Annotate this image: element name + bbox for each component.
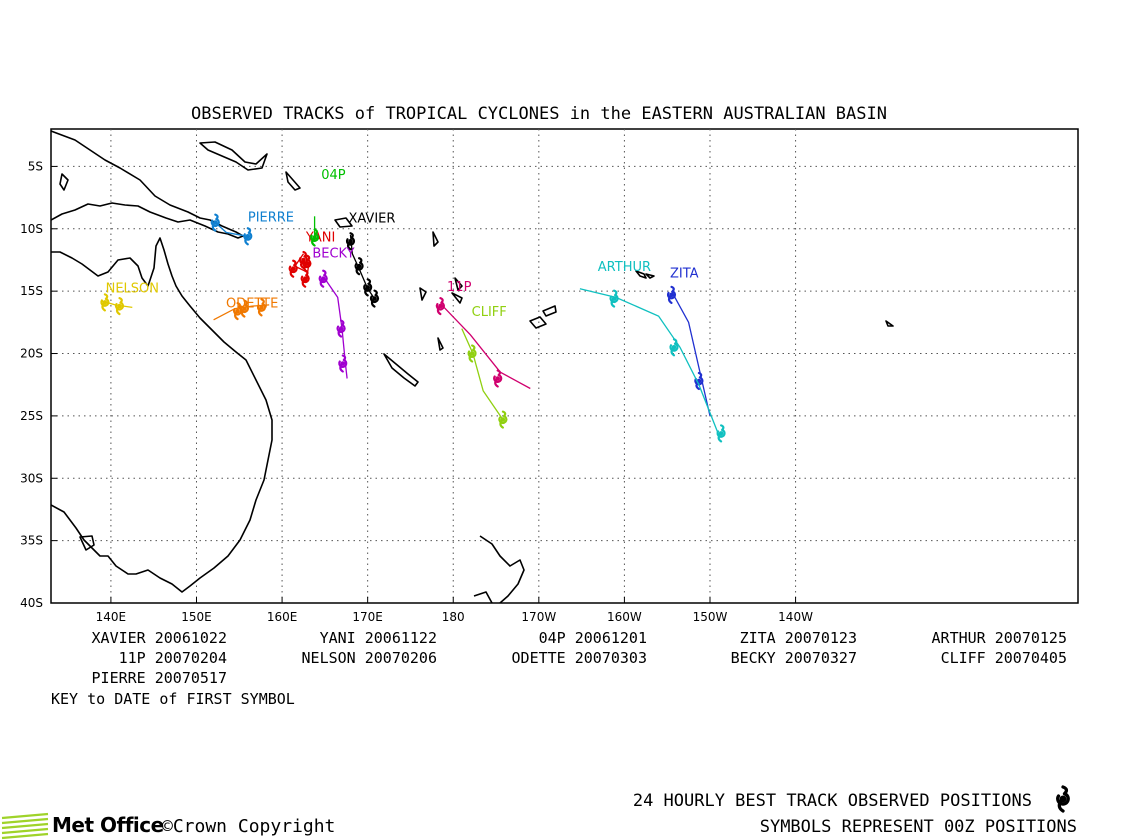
track-label: PIERRE bbox=[248, 210, 294, 225]
lat-tick-label: 15S bbox=[20, 284, 43, 298]
lon-tick-label: 180 bbox=[442, 610, 465, 624]
island-coast bbox=[635, 270, 647, 279]
lat-tick-label: 30S bbox=[20, 471, 43, 485]
island-coast bbox=[454, 277, 463, 291]
legend-entry: 04P 20061201 bbox=[539, 629, 647, 647]
legend-entry: ARTHUR 20070125 bbox=[932, 629, 1067, 647]
legend-entry: ODETTE 20070303 bbox=[512, 649, 647, 667]
track-label: BECKY bbox=[312, 246, 354, 261]
track-pierre: PIERRE bbox=[210, 210, 294, 246]
track-arthur: ARTHUR bbox=[579, 260, 726, 443]
lon-tick-label: 170E bbox=[352, 610, 383, 624]
track-label: ARTHUR bbox=[598, 260, 651, 275]
fiji-coast bbox=[529, 316, 547, 329]
track-label: 04P bbox=[321, 168, 346, 183]
track-line bbox=[461, 328, 504, 420]
lon-tick-label: 150E bbox=[181, 610, 212, 624]
logo-text: Met Office bbox=[52, 813, 164, 837]
legend-entry: PIERRE 20070517 bbox=[92, 669, 227, 687]
legend-entry: BECKY 20070327 bbox=[731, 649, 857, 667]
legend-entry: NELSON 20070206 bbox=[302, 649, 437, 667]
track-becky: BECKY bbox=[312, 246, 355, 379]
track-cliff: CLIFF bbox=[461, 305, 508, 429]
new-caledonia-coast bbox=[383, 353, 419, 387]
lat-tick-label: 25S bbox=[20, 409, 43, 423]
new-zealand-coast bbox=[473, 591, 493, 603]
track-line bbox=[579, 288, 720, 435]
track-line bbox=[670, 290, 711, 417]
island-coast bbox=[885, 320, 894, 327]
cyclone-tracks: XAVIER YANI 04P ZITA ARTHUR 11P NELSON ODETTE BE… bbox=[100, 168, 726, 443]
track-label: ODETTE bbox=[226, 296, 278, 311]
track-label: 11P bbox=[447, 280, 472, 295]
fiji-coast bbox=[542, 305, 557, 317]
track-label: NELSON bbox=[106, 281, 159, 296]
island-coast bbox=[79, 535, 95, 551]
coastlines bbox=[51, 130, 894, 603]
new-guinea-coast bbox=[51, 130, 244, 239]
track-zita: ZITA bbox=[666, 266, 711, 417]
island-coast bbox=[645, 273, 655, 279]
lat-tick-label: 5S bbox=[28, 159, 43, 173]
legend-entry: ZITA 20070123 bbox=[740, 629, 857, 647]
track-11p: 11P bbox=[435, 280, 531, 390]
lon-tick-label: 170W bbox=[521, 610, 556, 624]
island-coast bbox=[334, 217, 353, 228]
new-zealand-coast bbox=[479, 535, 525, 603]
island-coast bbox=[437, 337, 444, 351]
map-title: OBSERVED TRACKS of TROPICAL CYCLONES in … bbox=[191, 104, 887, 124]
track-label: XAVIER bbox=[348, 212, 395, 227]
new-britain-coast bbox=[199, 141, 268, 171]
met-office-logo: Met Office bbox=[1, 812, 164, 840]
legend-key-note: KEY to DATE of FIRST SYMBOL bbox=[51, 690, 295, 708]
track-nelson: NELSON bbox=[100, 281, 159, 316]
track-line bbox=[214, 222, 248, 237]
footer-line-2: SYMBOLS REPRESENT 00Z POSITIONS bbox=[760, 817, 1077, 837]
track-label: ZITA bbox=[670, 266, 699, 281]
island-coast bbox=[419, 287, 427, 301]
lon-tick-label: 140W bbox=[778, 610, 813, 624]
map-frame bbox=[50, 128, 1079, 604]
australia-coast bbox=[51, 237, 273, 593]
track-xavier: XAVIER bbox=[345, 212, 395, 308]
date-legend: XAVIER 20061022 YANI 20061122 04P 20061201… bbox=[92, 629, 1067, 687]
lat-tick-label: 35S bbox=[20, 534, 43, 548]
lat-tick-label: 10S bbox=[20, 222, 43, 236]
footer-line-1: 24 HOURLY BEST TRACK OBSERVED POSITIONS bbox=[633, 791, 1032, 811]
logo-mark-icon bbox=[1, 812, 49, 840]
legend-entry: XAVIER 20061022 bbox=[92, 629, 227, 647]
legend-entry: CLIFF 20070405 bbox=[941, 649, 1067, 667]
lon-tick-label: 160W bbox=[607, 610, 642, 624]
legend-entry: YANI 20061122 bbox=[320, 629, 437, 647]
legend-entry: 11P 20070204 bbox=[119, 649, 227, 667]
lat-tick-label: 20S bbox=[20, 347, 43, 361]
lon-tick-label: 160E bbox=[267, 610, 298, 624]
island-coast bbox=[451, 292, 463, 304]
bougainville-coast bbox=[285, 171, 301, 191]
island-coast bbox=[59, 173, 69, 191]
lon-tick-label: 150W bbox=[693, 610, 728, 624]
track-label: CLIFF bbox=[472, 305, 507, 320]
axis-tick-labels: 140E 150E 160E 170E 180 170W 160W 150W 140W 5S 10S… bbox=[20, 159, 813, 624]
lon-tick-label: 140E bbox=[96, 610, 127, 624]
copyright-text: ©Crown Copyright bbox=[162, 816, 335, 837]
island-coast bbox=[432, 231, 439, 247]
track-label: YANI bbox=[305, 230, 335, 245]
cyclone-symbol-icon bbox=[1056, 785, 1070, 813]
lat-tick-label: 40S bbox=[20, 596, 43, 610]
track-line bbox=[439, 303, 531, 390]
track-04p: 04P bbox=[309, 168, 346, 247]
track-odette: ODETTE bbox=[213, 296, 278, 321]
